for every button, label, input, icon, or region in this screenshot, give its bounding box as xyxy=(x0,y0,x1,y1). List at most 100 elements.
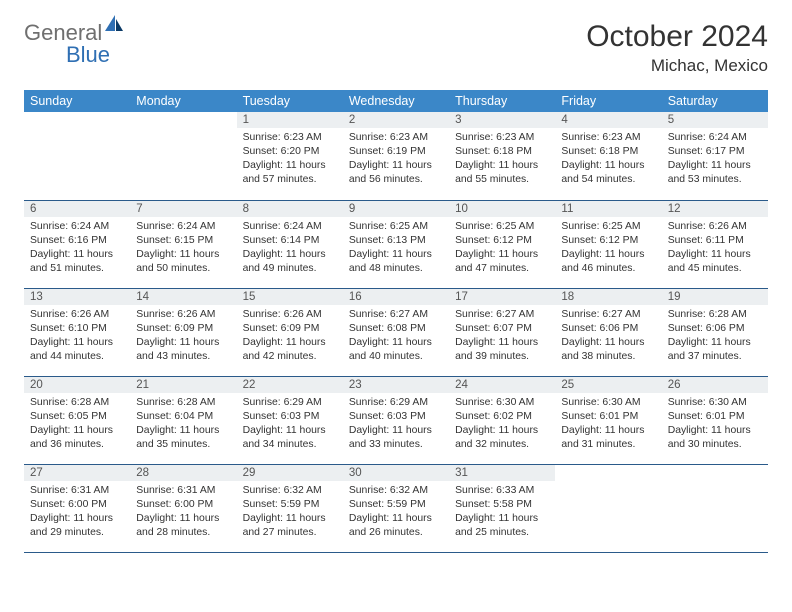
weekday-header-row: Sunday Monday Tuesday Wednesday Thursday… xyxy=(24,90,768,112)
day-number: 17 xyxy=(449,289,555,305)
sunrise-text: Sunrise: 6:25 AM xyxy=(349,220,443,234)
day-details: Sunrise: 6:23 AMSunset: 6:18 PMDaylight:… xyxy=(555,128,661,191)
sunset-text: Sunset: 6:12 PM xyxy=(561,234,655,248)
day-details: Sunrise: 6:23 AMSunset: 6:20 PMDaylight:… xyxy=(237,128,343,191)
day-details: Sunrise: 6:31 AMSunset: 6:00 PMDaylight:… xyxy=(130,481,236,544)
sunset-text: Sunset: 6:10 PM xyxy=(30,322,124,336)
sunrise-text: Sunrise: 6:23 AM xyxy=(349,131,443,145)
calendar-day-cell xyxy=(555,464,661,552)
day-details: Sunrise: 6:26 AMSunset: 6:11 PMDaylight:… xyxy=(662,217,768,280)
day-number: 19 xyxy=(662,289,768,305)
calendar-day-cell: 21Sunrise: 6:28 AMSunset: 6:04 PMDayligh… xyxy=(130,376,236,464)
sunrise-text: Sunrise: 6:24 AM xyxy=(243,220,337,234)
day-number: 21 xyxy=(130,377,236,393)
logo-sail-icon xyxy=(104,14,124,37)
calendar-day-cell: 30Sunrise: 6:32 AMSunset: 5:59 PMDayligh… xyxy=(343,464,449,552)
calendar-week-row: 13Sunrise: 6:26 AMSunset: 6:10 PMDayligh… xyxy=(24,288,768,376)
weekday-header: Monday xyxy=(130,90,236,112)
calendar-day-cell: 10Sunrise: 6:25 AMSunset: 6:12 PMDayligh… xyxy=(449,200,555,288)
day-details: Sunrise: 6:31 AMSunset: 6:00 PMDaylight:… xyxy=(24,481,130,544)
day-number: 3 xyxy=(449,112,555,128)
sunrise-text: Sunrise: 6:28 AM xyxy=(30,396,124,410)
day-details: Sunrise: 6:25 AMSunset: 6:12 PMDaylight:… xyxy=(555,217,661,280)
weekday-header: Friday xyxy=(555,90,661,112)
sunrise-text: Sunrise: 6:24 AM xyxy=(30,220,124,234)
day-details: Sunrise: 6:24 AMSunset: 6:15 PMDaylight:… xyxy=(130,217,236,280)
header: General Blue October 2024 Michac, Mexico xyxy=(24,20,768,76)
sunset-text: Sunset: 6:01 PM xyxy=(668,410,762,424)
calendar-day-cell: 7Sunrise: 6:24 AMSunset: 6:15 PMDaylight… xyxy=(130,200,236,288)
sunset-text: Sunset: 6:00 PM xyxy=(30,498,124,512)
day-number: 25 xyxy=(555,377,661,393)
calendar-day-cell: 5Sunrise: 6:24 AMSunset: 6:17 PMDaylight… xyxy=(662,112,768,200)
calendar-day-cell: 22Sunrise: 6:29 AMSunset: 6:03 PMDayligh… xyxy=(237,376,343,464)
day-number: 18 xyxy=(555,289,661,305)
day-details: Sunrise: 6:27 AMSunset: 6:08 PMDaylight:… xyxy=(343,305,449,368)
day-details: Sunrise: 6:24 AMSunset: 6:16 PMDaylight:… xyxy=(24,217,130,280)
sunset-text: Sunset: 5:59 PM xyxy=(349,498,443,512)
day-number: 30 xyxy=(343,465,449,481)
day-number: 4 xyxy=(555,112,661,128)
day-details: Sunrise: 6:27 AMSunset: 6:07 PMDaylight:… xyxy=(449,305,555,368)
page-root: General Blue October 2024 Michac, Mexico… xyxy=(0,0,792,573)
sunset-text: Sunset: 6:13 PM xyxy=(349,234,443,248)
daylight-text: Daylight: 11 hours and 56 minutes. xyxy=(349,159,443,187)
day-number: 11 xyxy=(555,201,661,217)
day-number: 31 xyxy=(449,465,555,481)
day-details: Sunrise: 6:32 AMSunset: 5:59 PMDaylight:… xyxy=(343,481,449,544)
calendar-day-cell: 19Sunrise: 6:28 AMSunset: 6:06 PMDayligh… xyxy=(662,288,768,376)
day-number: 29 xyxy=(237,465,343,481)
sunset-text: Sunset: 6:17 PM xyxy=(668,145,762,159)
day-details: Sunrise: 6:32 AMSunset: 5:59 PMDaylight:… xyxy=(237,481,343,544)
sunrise-text: Sunrise: 6:26 AM xyxy=(136,308,230,322)
sunset-text: Sunset: 6:18 PM xyxy=(455,145,549,159)
daylight-text: Daylight: 11 hours and 50 minutes. xyxy=(136,248,230,276)
day-number: 20 xyxy=(24,377,130,393)
sunrise-text: Sunrise: 6:25 AM xyxy=(561,220,655,234)
daylight-text: Daylight: 11 hours and 35 minutes. xyxy=(136,424,230,452)
sunrise-text: Sunrise: 6:29 AM xyxy=(349,396,443,410)
sunrise-text: Sunrise: 6:30 AM xyxy=(668,396,762,410)
sunset-text: Sunset: 6:19 PM xyxy=(349,145,443,159)
title-block: October 2024 Michac, Mexico xyxy=(586,20,768,76)
daylight-text: Daylight: 11 hours and 38 minutes. xyxy=(561,336,655,364)
daylight-text: Daylight: 11 hours and 36 minutes. xyxy=(30,424,124,452)
sunrise-text: Sunrise: 6:27 AM xyxy=(561,308,655,322)
day-number: 16 xyxy=(343,289,449,305)
day-details: Sunrise: 6:23 AMSunset: 6:18 PMDaylight:… xyxy=(449,128,555,191)
day-number: 26 xyxy=(662,377,768,393)
day-details: Sunrise: 6:24 AMSunset: 6:14 PMDaylight:… xyxy=(237,217,343,280)
sunset-text: Sunset: 6:03 PM xyxy=(349,410,443,424)
daylight-text: Daylight: 11 hours and 48 minutes. xyxy=(349,248,443,276)
calendar-day-cell: 8Sunrise: 6:24 AMSunset: 6:14 PMDaylight… xyxy=(237,200,343,288)
sunset-text: Sunset: 6:06 PM xyxy=(561,322,655,336)
sunrise-text: Sunrise: 6:32 AM xyxy=(243,484,337,498)
calendar-day-cell: 3Sunrise: 6:23 AMSunset: 6:18 PMDaylight… xyxy=(449,112,555,200)
day-number: 28 xyxy=(130,465,236,481)
day-number: 22 xyxy=(237,377,343,393)
day-details: Sunrise: 6:27 AMSunset: 6:06 PMDaylight:… xyxy=(555,305,661,368)
daylight-text: Daylight: 11 hours and 57 minutes. xyxy=(243,159,337,187)
sunrise-text: Sunrise: 6:26 AM xyxy=(668,220,762,234)
day-details: Sunrise: 6:26 AMSunset: 6:09 PMDaylight:… xyxy=(130,305,236,368)
daylight-text: Daylight: 11 hours and 44 minutes. xyxy=(30,336,124,364)
sunset-text: Sunset: 6:08 PM xyxy=(349,322,443,336)
daylight-text: Daylight: 11 hours and 49 minutes. xyxy=(243,248,337,276)
day-details: Sunrise: 6:25 AMSunset: 6:12 PMDaylight:… xyxy=(449,217,555,280)
day-details: Sunrise: 6:28 AMSunset: 6:05 PMDaylight:… xyxy=(24,393,130,456)
calendar-day-cell: 18Sunrise: 6:27 AMSunset: 6:06 PMDayligh… xyxy=(555,288,661,376)
sunset-text: Sunset: 6:11 PM xyxy=(668,234,762,248)
day-details: Sunrise: 6:33 AMSunset: 5:58 PMDaylight:… xyxy=(449,481,555,544)
day-number: 12 xyxy=(662,201,768,217)
sunset-text: Sunset: 6:09 PM xyxy=(243,322,337,336)
calendar-week-row: 27Sunrise: 6:31 AMSunset: 6:00 PMDayligh… xyxy=(24,464,768,552)
day-number: 8 xyxy=(237,201,343,217)
sunset-text: Sunset: 6:14 PM xyxy=(243,234,337,248)
sunrise-text: Sunrise: 6:23 AM xyxy=(243,131,337,145)
calendar-day-cell: 16Sunrise: 6:27 AMSunset: 6:08 PMDayligh… xyxy=(343,288,449,376)
calendar-day-cell: 11Sunrise: 6:25 AMSunset: 6:12 PMDayligh… xyxy=(555,200,661,288)
sunrise-text: Sunrise: 6:28 AM xyxy=(668,308,762,322)
calendar-day-cell: 6Sunrise: 6:24 AMSunset: 6:16 PMDaylight… xyxy=(24,200,130,288)
sunset-text: Sunset: 6:05 PM xyxy=(30,410,124,424)
sunrise-text: Sunrise: 6:30 AM xyxy=(455,396,549,410)
